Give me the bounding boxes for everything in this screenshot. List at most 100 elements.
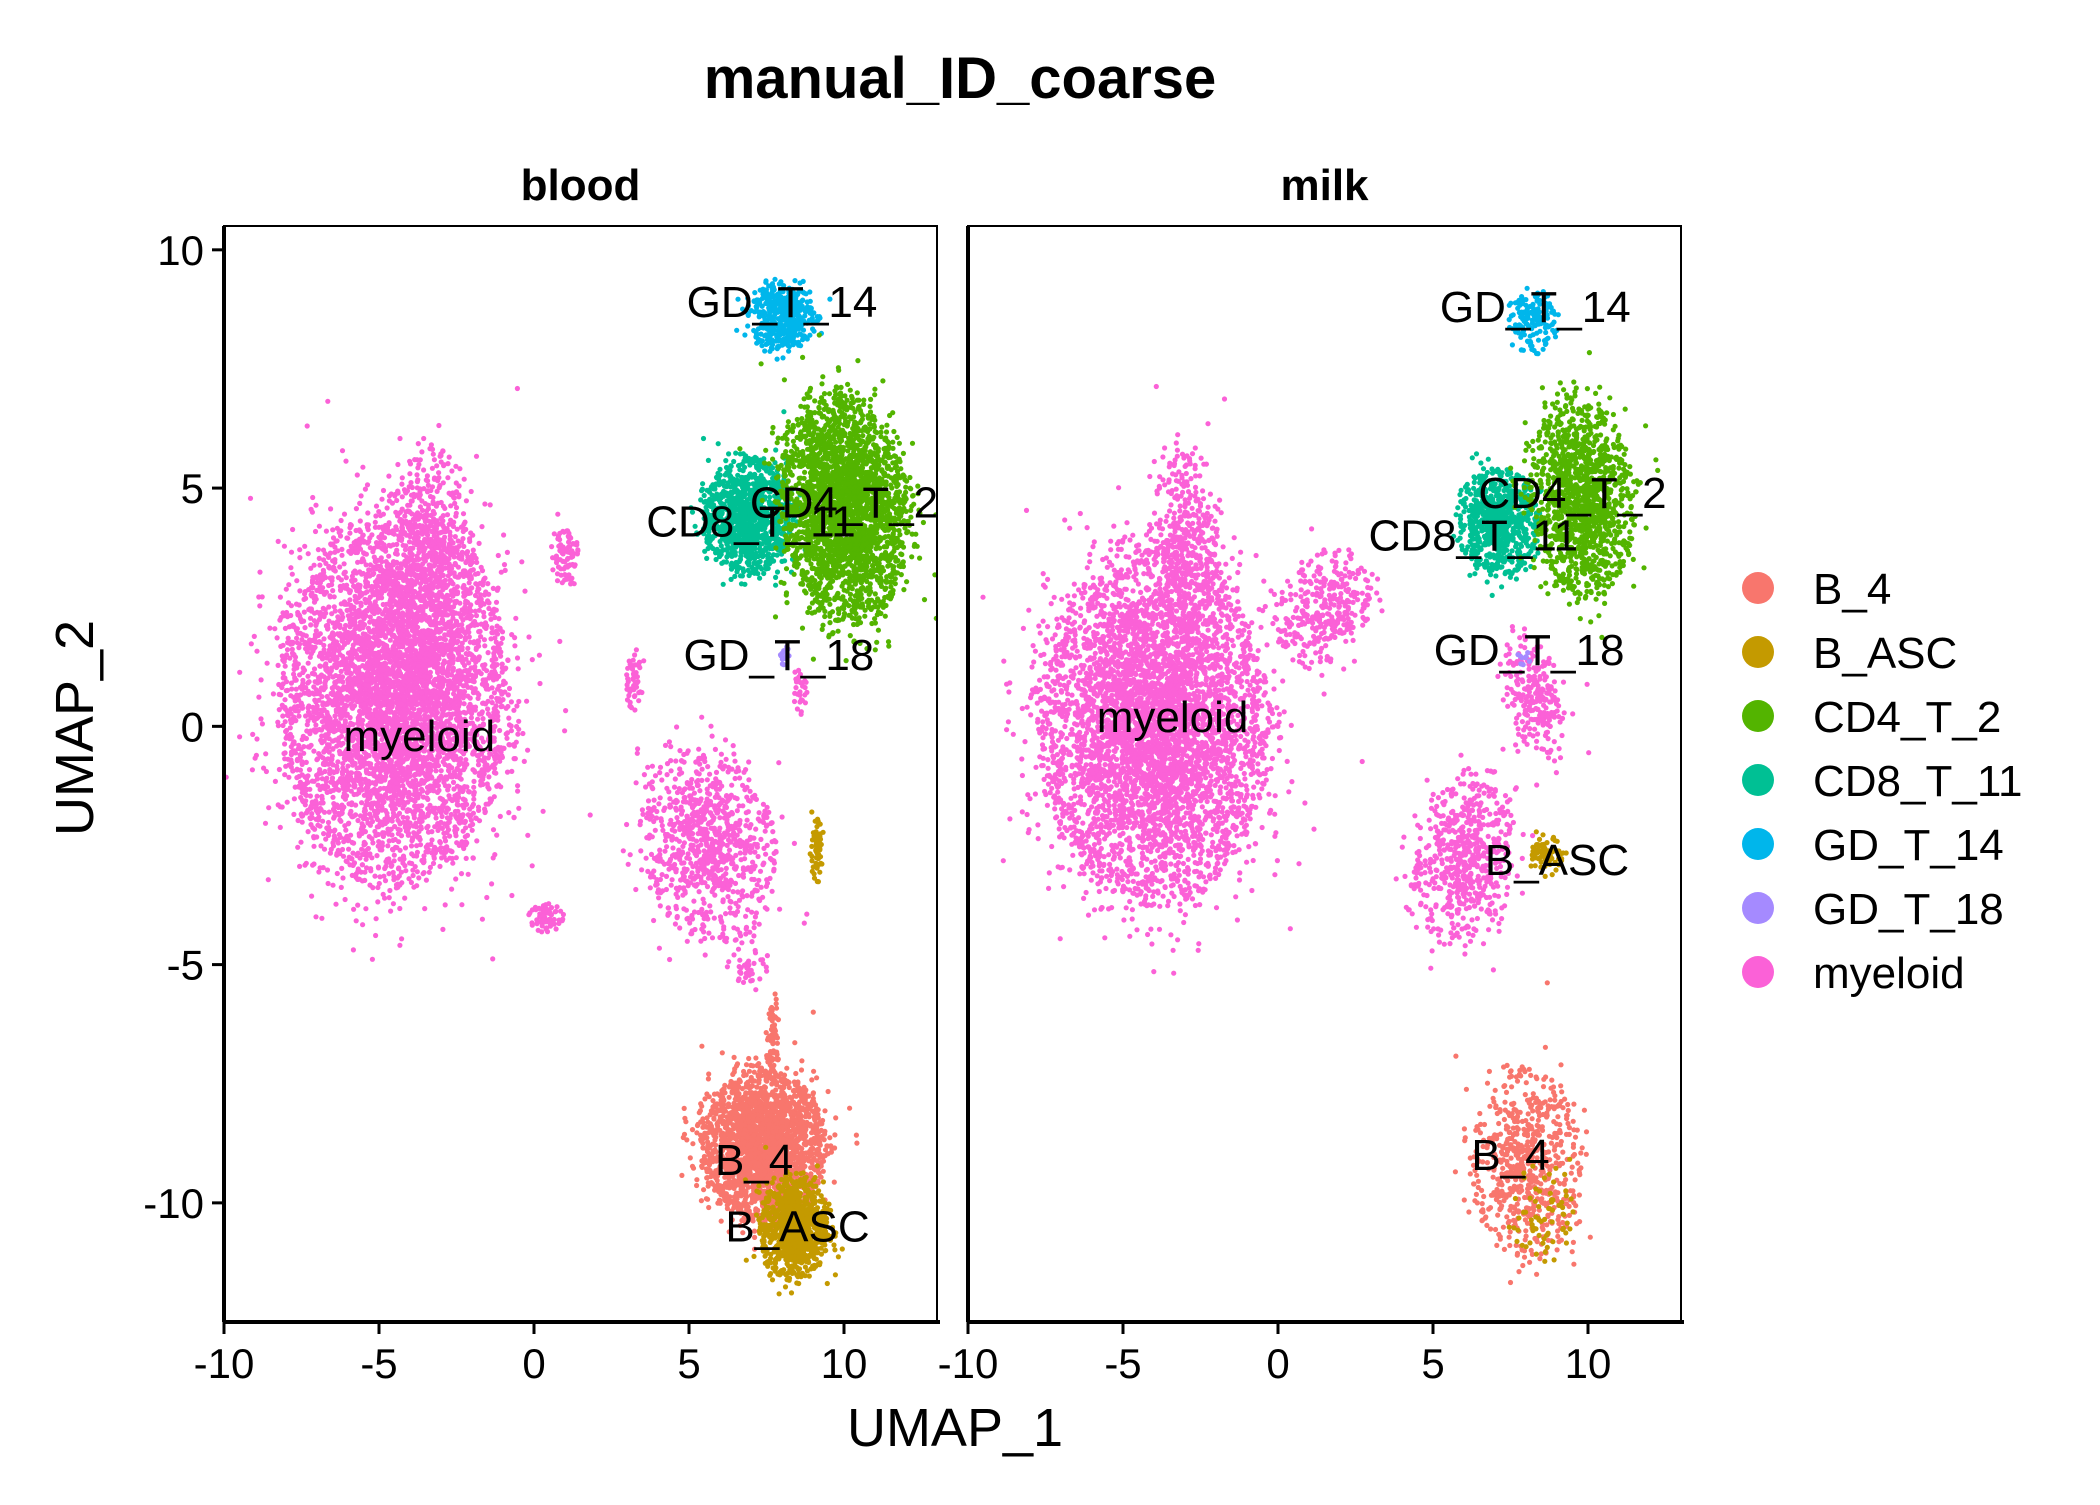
point-myeloid [413, 685, 419, 691]
point-myeloid [367, 882, 373, 888]
point-myeloid [486, 774, 492, 780]
point-myeloid [519, 559, 525, 565]
point-myeloid [330, 588, 336, 594]
point-myeloid [490, 585, 496, 592]
point-myeloid [491, 668, 497, 674]
point-myeloid [308, 822, 314, 828]
point-myeloid [373, 591, 380, 598]
point-myeloid [261, 765, 267, 771]
point-myeloid [362, 877, 368, 884]
point-myeloid [281, 750, 287, 757]
point-myeloid [356, 833, 362, 839]
point-myeloid [491, 794, 497, 800]
point-myeloid [292, 658, 298, 664]
point-myeloid [305, 551, 311, 557]
point-myeloid [291, 666, 297, 673]
point-myeloid [313, 914, 319, 920]
point-myeloid [302, 591, 308, 597]
point-myeloid [499, 629, 506, 635]
point-myeloid [303, 713, 309, 719]
point-myeloid [495, 552, 501, 559]
point-myeloid [433, 815, 439, 821]
point-myeloid [365, 784, 371, 791]
point-myeloid [365, 540, 371, 546]
point-myeloid [284, 727, 290, 734]
point-myeloid [478, 671, 484, 677]
point-myeloid [385, 859, 391, 865]
point-myeloid [405, 502, 411, 508]
point-myeloid [294, 756, 301, 762]
point-myeloid [384, 643, 390, 649]
point-myeloid [498, 704, 504, 710]
point-myeloid [362, 869, 368, 875]
point-myeloid [278, 643, 284, 650]
point-myeloid [304, 722, 310, 728]
point-myeloid [516, 726, 522, 732]
point-myeloid [322, 551, 328, 557]
point-myeloid [340, 679, 346, 685]
point-myeloid [266, 805, 272, 811]
point-myeloid [283, 586, 289, 592]
point-myeloid [458, 871, 465, 877]
point-myeloid [367, 688, 373, 694]
point-myeloid [372, 873, 378, 879]
point-myeloid [363, 779, 369, 785]
point-myeloid [354, 670, 360, 676]
point-myeloid [366, 834, 372, 840]
point-myeloid [511, 707, 517, 713]
point-myeloid [476, 540, 482, 547]
point-myeloid [365, 582, 371, 589]
point-myeloid [408, 879, 414, 886]
point-myeloid [470, 855, 476, 861]
point-myeloid [323, 665, 329, 671]
point-myeloid [358, 600, 364, 606]
point-myeloid [332, 557, 338, 563]
point-myeloid [359, 787, 365, 793]
point-myeloid [327, 657, 333, 664]
point-myeloid [307, 606, 313, 612]
point-myeloid [306, 691, 312, 697]
point-myeloid [495, 643, 501, 649]
point-myeloid [373, 503, 380, 509]
point-myeloid [274, 635, 280, 641]
point-myeloid [422, 906, 428, 912]
point-myeloid [395, 636, 401, 642]
point-myeloid [445, 847, 451, 853]
point-myeloid [279, 653, 285, 659]
point-myeloid [445, 593, 451, 599]
point-myeloid [373, 663, 379, 669]
point-cloud [224, 276, 937, 1297]
point-myeloid [373, 932, 379, 939]
point-myeloid [452, 827, 458, 834]
point-myeloid [349, 578, 355, 585]
point-myeloid [311, 666, 318, 672]
point-myeloid [258, 677, 264, 683]
point-myeloid [364, 671, 370, 677]
point-myeloid [277, 824, 283, 831]
point-myeloid [321, 649, 327, 655]
point-myeloid [445, 767, 452, 774]
point-myeloid [323, 836, 329, 842]
point-myeloid [453, 774, 459, 780]
point-myeloid [474, 838, 480, 844]
point-myeloid [450, 729, 457, 736]
point-myeloid [367, 763, 373, 769]
point-myeloid [347, 597, 353, 603]
point-myeloid [303, 759, 309, 766]
point-myeloid [468, 817, 474, 823]
point-myeloid [335, 804, 341, 811]
point-myeloid [341, 781, 347, 787]
point-myeloid [470, 767, 476, 773]
point-myeloid [344, 535, 350, 541]
point-myeloid [330, 652, 336, 658]
point-myeloid [430, 688, 436, 694]
point-myeloid [344, 703, 350, 709]
point-myeloid [460, 812, 466, 818]
point-myeloid [505, 657, 511, 663]
point-myeloid [312, 644, 318, 650]
point-myeloid [489, 625, 495, 631]
point-myeloid [316, 869, 322, 875]
point-myeloid [375, 865, 382, 871]
point-myeloid [480, 776, 486, 783]
